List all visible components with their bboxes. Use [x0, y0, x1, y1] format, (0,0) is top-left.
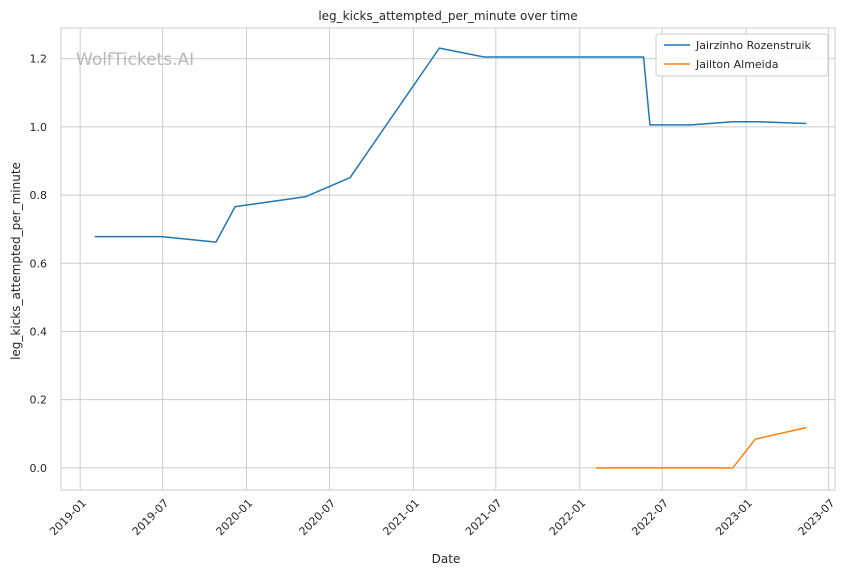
- plot-area: [61, 28, 835, 490]
- x-tick-label: 2021-07: [463, 497, 505, 539]
- y-tick-label: 1.2: [30, 53, 48, 66]
- plot-frame: [60, 27, 836, 491]
- y-tick-label: 1.0: [30, 121, 48, 134]
- x-tick-label: 2021-01: [380, 497, 422, 539]
- data-point: [593, 465, 598, 470]
- x-tick-label: 2022-01: [547, 497, 589, 539]
- data-point: [804, 121, 809, 126]
- y-tick-label: 0.8: [30, 189, 48, 202]
- data-point: [804, 425, 809, 430]
- y-tick-label: 0.0: [30, 462, 48, 475]
- data-point: [730, 465, 735, 470]
- x-tick-label: 2022-07: [629, 497, 671, 539]
- series-layer: [92, 46, 809, 470]
- data-point: [756, 119, 761, 124]
- data-point: [437, 46, 442, 51]
- data-point: [92, 234, 97, 239]
- data-point: [730, 119, 735, 124]
- x-tick-label: 2023-07: [796, 497, 838, 539]
- legend-box: [655, 33, 829, 77]
- data-point: [641, 54, 646, 59]
- data-point: [233, 204, 238, 209]
- data-point: [753, 437, 758, 442]
- legend-label-jailton: Jailton Almeida: [695, 58, 778, 71]
- watermark: WolfTickets.AI: [76, 50, 194, 70]
- data-point: [689, 122, 694, 127]
- legend: Jairzinho Rozenstruik Jailton Almeida: [655, 33, 829, 77]
- data-point: [159, 234, 164, 239]
- x-tick-label: 2023-01: [713, 497, 755, 539]
- grid-lines: [61, 28, 835, 490]
- y-axis-label: leg_kicks_attempted_per_minute: [9, 162, 23, 360]
- x-tick-label: 2019-01: [47, 497, 89, 539]
- data-point: [213, 240, 218, 245]
- y-tick-label: 0.2: [30, 394, 48, 407]
- data-point: [347, 175, 352, 180]
- x-tick-label: 2020-01: [214, 497, 256, 539]
- x-axis-label: Date: [432, 552, 461, 566]
- legend-label-jairzinho: Jairzinho Rozenstruik: [695, 39, 812, 52]
- chart-title: leg_kicks_attempted_per_minute over time: [318, 9, 577, 23]
- data-point: [647, 122, 652, 127]
- series-line-1: [595, 426, 807, 469]
- data-point: [482, 54, 487, 59]
- x-tick-label: 2019-07: [130, 497, 172, 539]
- series-line-0: [94, 47, 807, 243]
- y-tick-label: 0.4: [30, 325, 48, 338]
- y-tick-label: 0.6: [30, 257, 48, 270]
- data-point: [303, 194, 308, 199]
- x-tick-label: 2020-07: [297, 497, 339, 539]
